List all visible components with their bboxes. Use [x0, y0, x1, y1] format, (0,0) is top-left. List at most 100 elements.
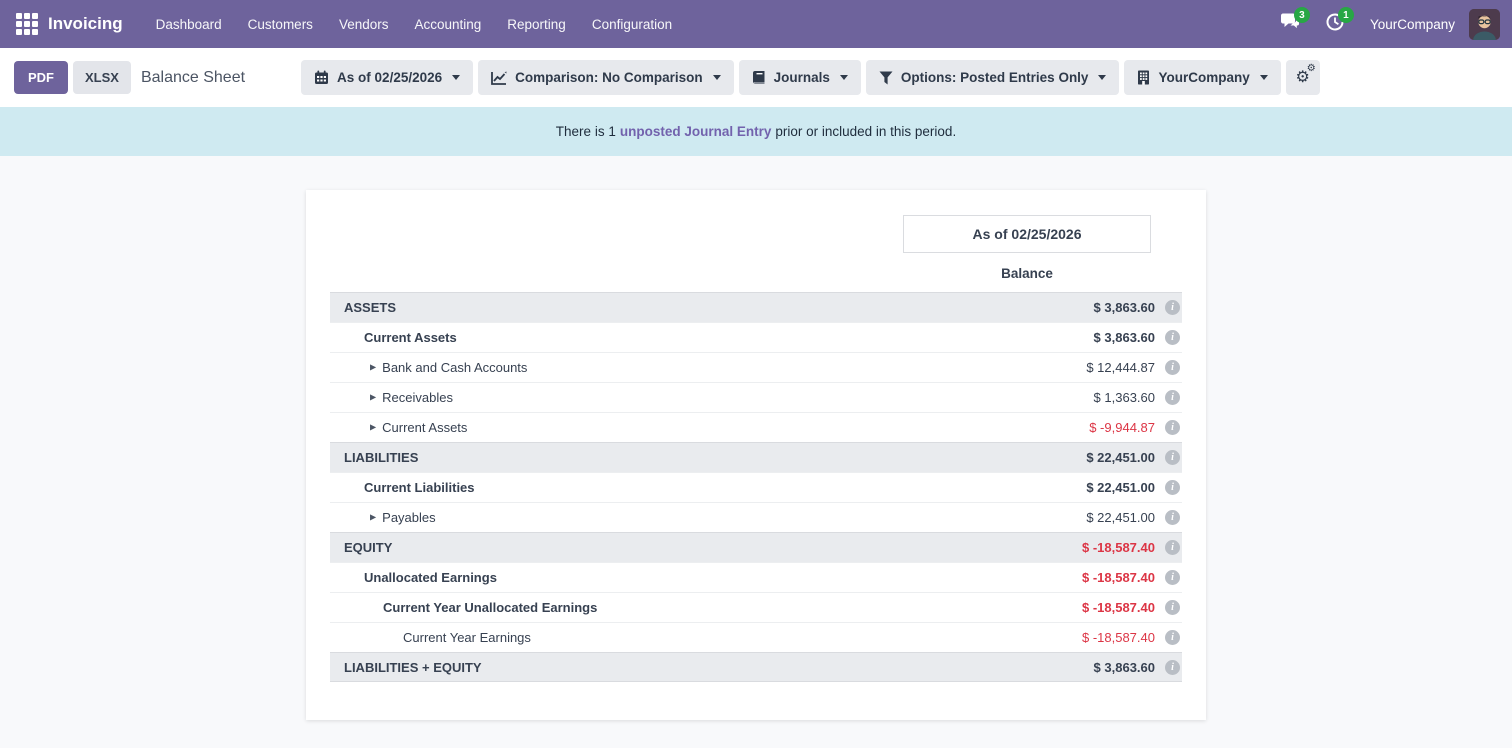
row-label-wrap: Current Year Unallocated Earnings: [330, 600, 597, 615]
row-label: Current Liabilities: [364, 480, 475, 495]
info-icon[interactable]: i: [1165, 420, 1180, 435]
activities-button[interactable]: 1: [1318, 7, 1354, 39]
nav-item-vendors[interactable]: Vendors: [338, 16, 389, 32]
info-icon[interactable]: i: [1165, 390, 1180, 405]
control-panel: PDF XLSX Balance Sheet As of 02/25/2026 C…: [0, 48, 1512, 107]
info-icon[interactable]: i: [1165, 300, 1180, 315]
info-icon[interactable]: i: [1165, 600, 1180, 615]
nav-item-customers[interactable]: Customers: [247, 16, 313, 32]
info-icon[interactable]: i: [1165, 630, 1180, 645]
apps-grid-icon[interactable]: [16, 13, 38, 35]
info-icon[interactable]: i: [1165, 360, 1180, 375]
report-row: Current Year Earnings $ -18,587.40 i: [330, 622, 1182, 652]
report-row: Current Assets $ 3,863.60 i: [330, 322, 1182, 352]
report-row[interactable]: ▶ Current Assets $ -9,944.87 i: [330, 412, 1182, 442]
filter-button-calendar[interactable]: As of 02/25/2026: [301, 60, 474, 95]
row-label-wrap: ▶ Receivables: [330, 390, 453, 405]
nav-item-reporting[interactable]: Reporting: [507, 16, 566, 32]
row-balance-value: $ 22,451.00: [1086, 450, 1155, 465]
caret-right-icon: ▶: [370, 362, 377, 372]
chart-line-icon: [491, 71, 507, 85]
caret-right-icon: ▶: [370, 422, 377, 432]
row-balance-value: $ -18,587.40: [1081, 540, 1155, 555]
chevron-down-icon: [1098, 75, 1107, 80]
info-icon[interactable]: i: [1165, 570, 1180, 585]
row-label-wrap: Unallocated Earnings: [330, 570, 497, 585]
filter-label: Comparison: No Comparison: [515, 70, 703, 85]
xlsx-button[interactable]: XLSX: [73, 61, 131, 94]
report-row[interactable]: ASSETS $ 3,863.60 i: [330, 292, 1182, 322]
gear-small-icon: ⚙: [1306, 63, 1316, 74]
balance-column-label: Balance: [1001, 266, 1053, 281]
user-avatar[interactable]: [1469, 8, 1500, 40]
row-balance-value: $ 3,863.60: [1093, 330, 1155, 345]
row-label-wrap: Current Assets: [330, 330, 457, 345]
nav-item-dashboard[interactable]: Dashboard: [155, 16, 222, 32]
row-balance-value: $ -18,587.40: [1081, 630, 1155, 645]
info-icon[interactable]: i: [1165, 659, 1180, 675]
company-name[interactable]: YourCompany: [1369, 16, 1455, 32]
info-icon[interactable]: i: [1165, 450, 1180, 465]
funnel-icon: [879, 71, 893, 85]
pdf-button[interactable]: PDF: [14, 61, 68, 94]
activities-badge: 1: [1337, 7, 1354, 23]
settings-gears-button[interactable]: ⚙ ⚙: [1285, 60, 1320, 95]
content-area: As of 02/25/2026 Balance ASSETS $ 3,863.6…: [0, 156, 1512, 748]
column-date-header: As of 02/25/2026: [903, 215, 1151, 253]
info-icon[interactable]: i: [1165, 540, 1180, 555]
report-row[interactable]: ▶ Bank and Cash Accounts $ 12,444.87 i: [330, 352, 1182, 382]
row-label-wrap: ASSETS: [330, 300, 396, 315]
messages-badge: 3: [1293, 7, 1310, 23]
filter-label: YourCompany: [1158, 70, 1250, 85]
nav-menu: Dashboard Customers Vendors Accounting Repor…: [145, 11, 684, 38]
filter-button-funnel[interactable]: Options: Posted Entries Only: [865, 60, 1120, 95]
info-icon[interactable]: i: [1165, 480, 1180, 495]
row-label: Receivables: [382, 390, 453, 405]
navbar-right: 3 1 YourCompany: [1274, 7, 1500, 40]
filter-button-book[interactable]: Journals: [738, 60, 861, 95]
report-row[interactable]: LIABILITIES $ 22,451.00 i: [330, 442, 1182, 472]
caret-right-icon: ▶: [370, 392, 377, 402]
book-icon: [752, 70, 766, 85]
page-title: Balance Sheet: [140, 68, 246, 86]
row-label: Current Year Unallocated Earnings: [383, 600, 598, 615]
unposted-journal-entry-link[interactable]: unposted Journal Entry: [619, 124, 772, 139]
column-header: As of 02/25/2026: [330, 215, 1182, 253]
row-label-wrap: ▶ Bank and Cash Accounts: [330, 360, 527, 375]
row-label: Current Assets: [382, 420, 468, 435]
row-balance-value: $ 1,363.60: [1093, 390, 1155, 405]
app-name[interactable]: Invoicing: [48, 14, 123, 33]
info-banner: There is 1 unposted Journal Entry prior …: [0, 107, 1512, 156]
filter-label: Journals: [773, 70, 830, 85]
row-balance-value: $ 3,863.60: [1093, 300, 1155, 315]
row-label: ASSETS: [344, 300, 397, 315]
filter-label: As of 02/25/2026: [337, 70, 443, 85]
row-balance-value: $ -18,587.40: [1081, 600, 1155, 615]
report-row[interactable]: ▶ Receivables $ 1,363.60 i: [330, 382, 1182, 412]
banner-text-before: There is 1: [555, 124, 616, 139]
nav-item-configuration[interactable]: Configuration: [591, 16, 673, 32]
info-icon[interactable]: i: [1165, 330, 1180, 345]
chevron-down-icon: [712, 75, 721, 80]
row-label: Payables: [382, 510, 436, 525]
report-row[interactable]: EQUITY $ -18,587.40 i: [330, 532, 1182, 562]
row-label: LIABILITIES: [344, 450, 419, 465]
filter-button-building[interactable]: YourCompany: [1124, 60, 1281, 95]
top-navbar: Invoicing Dashboard Customers Vendors Accou…: [0, 0, 1512, 48]
report-row[interactable]: ▶ Payables $ 22,451.00 i: [330, 502, 1182, 532]
row-label: EQUITY: [344, 540, 393, 555]
row-label-wrap: Current Year Earnings: [330, 630, 531, 645]
row-label-wrap: EQUITY: [330, 540, 392, 555]
balance-header-row: Balance: [330, 253, 1182, 292]
report-row[interactable]: LIABILITIES + EQUITY $ 3,863.60 i: [330, 652, 1182, 682]
row-balance-value: $ -18,587.40: [1081, 570, 1155, 585]
row-label-wrap: ▶ Payables: [330, 510, 436, 525]
row-label: Current Year Earnings: [403, 630, 531, 645]
report-row: Unallocated Earnings $ -18,587.40 i: [330, 562, 1182, 592]
nav-item-accounting[interactable]: Accounting: [414, 16, 482, 32]
info-icon[interactable]: i: [1165, 510, 1180, 525]
filter-button-chart-line[interactable]: Comparison: No Comparison: [478, 60, 734, 95]
messages-button[interactable]: 3: [1274, 7, 1310, 39]
row-label: Bank and Cash Accounts: [382, 360, 528, 375]
row-balance-value: $ -9,944.87: [1089, 420, 1155, 435]
